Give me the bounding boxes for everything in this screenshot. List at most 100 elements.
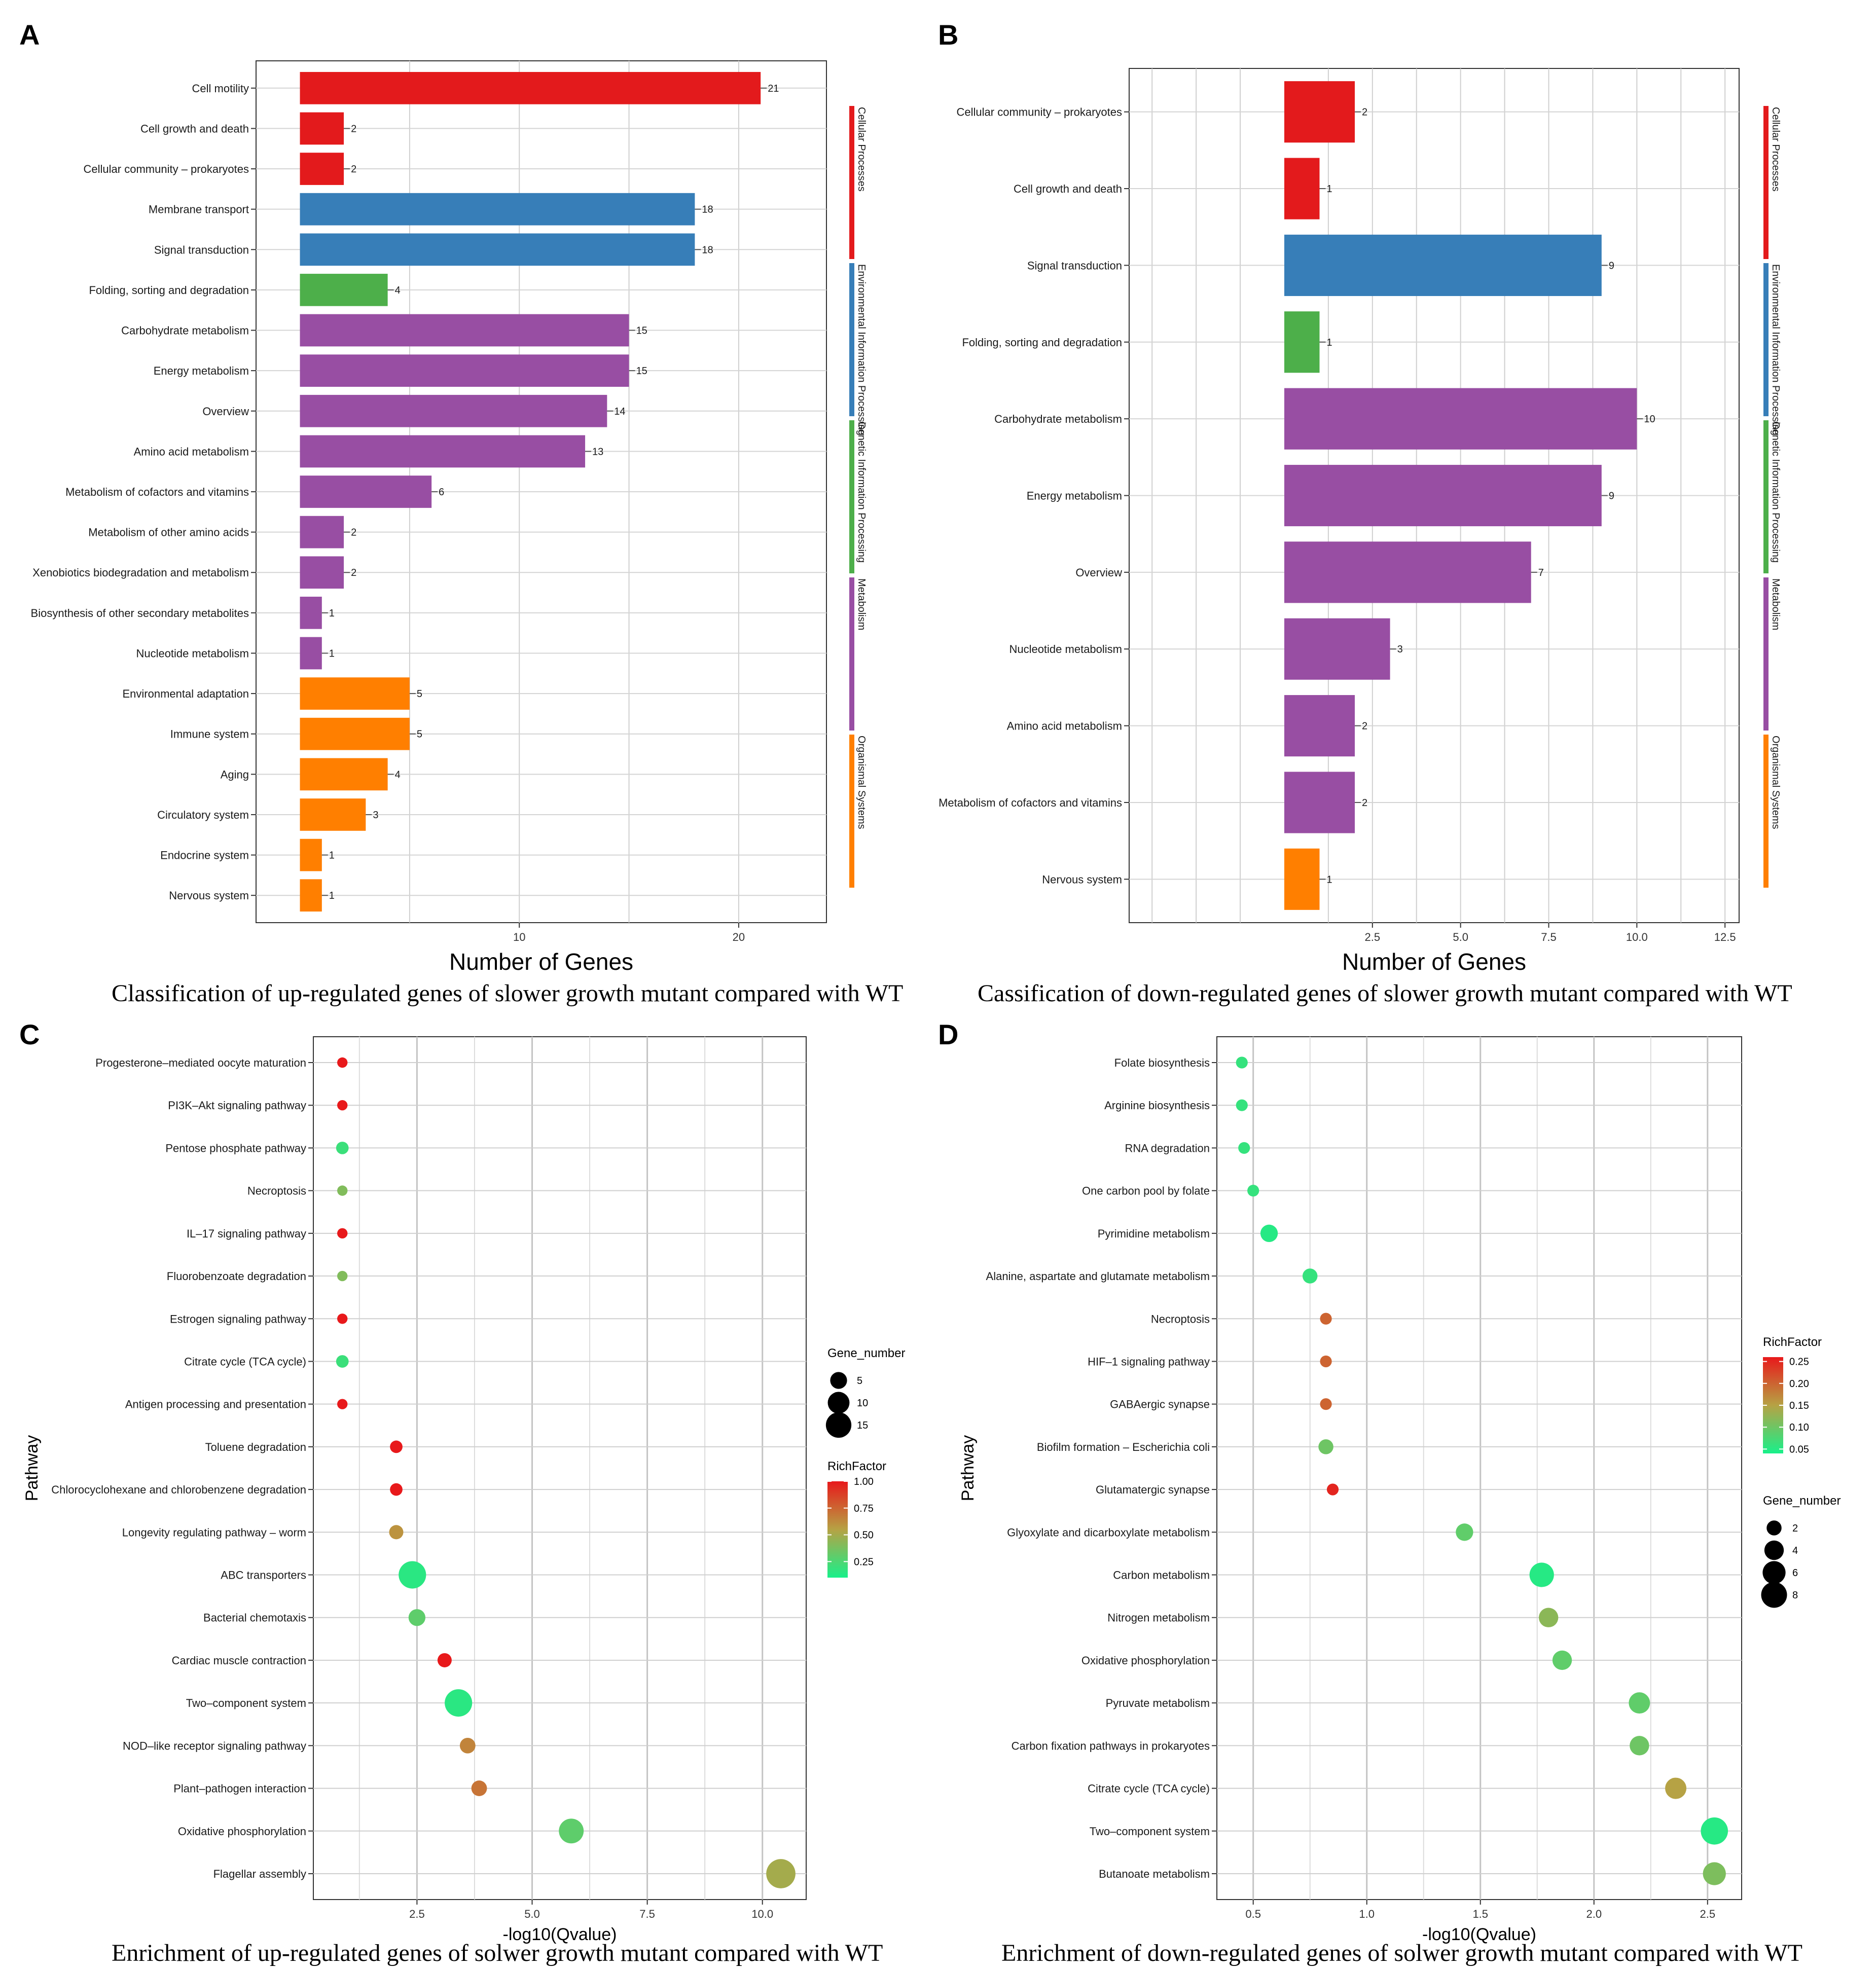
color-legend-label: 0.15 xyxy=(1789,1400,1809,1411)
bar-nucleotide-metabolism xyxy=(1284,618,1390,680)
plot-area xyxy=(1216,1036,1742,1900)
category-label: GABAergic synapse xyxy=(1110,1398,1210,1411)
group-label-metabolism: Metabolism xyxy=(1770,578,1781,630)
point-carbon-fixation-pathways-in-prokaryotes xyxy=(1630,1736,1649,1756)
bar-environmental-adaptation xyxy=(300,677,410,710)
value-label: 4 xyxy=(395,285,401,296)
group-strip-environmental-information-processing xyxy=(1763,263,1769,416)
x-axis-title: -log10(Qvalue) xyxy=(503,1925,617,1944)
value-label: 14 xyxy=(614,406,625,417)
category-label: Nervous system xyxy=(169,889,249,902)
bar-cellular-community-prokaryotes xyxy=(1284,81,1355,143)
x-tick-label: 2.5 xyxy=(1700,1908,1715,1920)
size-legend-label: 10 xyxy=(857,1398,868,1409)
value-label: 15 xyxy=(636,325,647,337)
group-label-environmental-information-processing: Environmental Information Processing xyxy=(1770,264,1781,435)
category-label: Nucleotide metabolism xyxy=(1009,643,1122,655)
category-label: Cell growth and death xyxy=(1014,183,1122,195)
category-label: Folate biosynthesis xyxy=(1114,1056,1210,1069)
bar-cellular-community-prokaryotes xyxy=(300,153,344,185)
group-strip-cellular-processes xyxy=(849,106,854,259)
point-gabaergic-synapse xyxy=(1320,1398,1332,1410)
x-tick-label: 1.5 xyxy=(1472,1908,1488,1920)
category-label: Metabolism of cofactors and vitamins xyxy=(939,796,1122,809)
bar-metabolism-of-other-amino-acids xyxy=(300,516,344,549)
category-label: Nitrogen metabolism xyxy=(1107,1612,1210,1624)
x-tick-label: 5.0 xyxy=(1453,931,1468,943)
color-legend-label: 0.25 xyxy=(1789,1357,1809,1368)
bar-overview xyxy=(1284,541,1531,603)
category-label: Glyoxylate and dicarboxylate metabolism xyxy=(1007,1526,1210,1539)
category-label: Chlorocyclohexane and chlorobenzene degr… xyxy=(51,1483,306,1496)
category-label: Signal transduction xyxy=(1027,259,1122,272)
size-legend-dot xyxy=(1766,1520,1782,1536)
point-arginine-biosynthesis xyxy=(1236,1099,1248,1111)
x-tick-label: 5.0 xyxy=(524,1908,540,1920)
size-legend-dot xyxy=(825,1412,852,1438)
value-label: 1 xyxy=(329,648,335,659)
point-oxidative-phosphorylation xyxy=(559,1818,584,1844)
category-label: Folding, sorting and degradation xyxy=(962,336,1122,349)
point-fluorobenzoate-degradation xyxy=(337,1270,348,1282)
bar-folding-sorting-and-degradation xyxy=(1284,311,1320,373)
point-antigen-processing-and-presentation xyxy=(337,1399,348,1409)
bar-carbohydrate-metabolism xyxy=(300,314,629,347)
size-legend-dot xyxy=(1761,1582,1787,1608)
category-label: Estrogen signaling pathway xyxy=(170,1312,306,1325)
size-legend-label: 2 xyxy=(1792,1523,1798,1534)
caption-a: Classification of up-regulated genes of … xyxy=(112,980,903,1007)
group-strip-genetic-information-processing xyxy=(1763,420,1769,573)
category-label: Toluene degradation xyxy=(205,1441,306,1453)
category-label: Two–component system xyxy=(186,1697,306,1709)
category-label: Pyrimidine metabolism xyxy=(1098,1227,1210,1240)
category-label: One carbon pool by folate xyxy=(1082,1185,1210,1197)
color-legend-label: 0.20 xyxy=(1789,1378,1809,1390)
group-strip-organismal-systems xyxy=(1763,735,1769,888)
x-axis-title: Number of Genes xyxy=(449,949,633,975)
category-label: Amino acid metabolism xyxy=(134,445,249,458)
category-label: Bacterial chemotaxis xyxy=(203,1612,306,1624)
group-label-genetic-information-processing: Genetic Information Processing xyxy=(856,421,867,563)
value-label: 3 xyxy=(1397,644,1403,655)
category-label: Glutamatergic synapse xyxy=(1096,1483,1210,1496)
bar-carbohydrate-metabolism xyxy=(1284,388,1637,450)
bar-amino-acid-metabolism xyxy=(1284,695,1355,757)
category-label: Antigen processing and presentation xyxy=(125,1398,306,1411)
size-legend-dot xyxy=(1762,1561,1786,1584)
group-strip-metabolism xyxy=(1763,577,1769,731)
value-label: 6 xyxy=(439,487,444,498)
bar-signal-transduction xyxy=(1284,234,1602,296)
category-label: Biofilm formation – Escherichia coli xyxy=(1037,1441,1210,1453)
x-tick-label: 12.5 xyxy=(1714,931,1736,943)
group-strip-metabolism xyxy=(849,577,854,731)
bar-cell-motility xyxy=(300,71,761,104)
category-label: Oxidative phosphorylation xyxy=(1081,1654,1210,1667)
point-necroptosis xyxy=(337,1185,348,1196)
color-legend-label: 0.25 xyxy=(854,1556,874,1567)
category-label: Biosynthesis of other secondary metaboli… xyxy=(31,607,249,619)
category-label: Citrate cycle (TCA cycle) xyxy=(1088,1782,1210,1795)
point-nitrogen-metabolism xyxy=(1538,1608,1559,1627)
group-label-metabolism: Metabolism xyxy=(856,578,867,630)
size-legend-dot xyxy=(1764,1540,1784,1560)
plot-area xyxy=(313,1036,807,1900)
category-label: Carbohydrate metabolism xyxy=(121,324,249,337)
value-label: 13 xyxy=(592,446,603,457)
value-label: 2 xyxy=(1362,721,1367,732)
bar-immune-system xyxy=(300,717,410,750)
category-label: Aging xyxy=(221,768,249,781)
value-label: 5 xyxy=(417,729,422,740)
point-necroptosis xyxy=(1320,1312,1332,1325)
category-label: Arginine biosynthesis xyxy=(1104,1099,1210,1112)
category-label: Xenobiotics biodegradation and metabolis… xyxy=(32,566,249,579)
point-estrogen-signaling-pathway xyxy=(337,1314,348,1324)
category-label: Metabolism of other amino acids xyxy=(88,526,249,539)
value-label: 2 xyxy=(351,164,356,175)
group-label-environmental-information-processing: Environmental Information Processing xyxy=(856,264,867,435)
size-legend-label: 4 xyxy=(1792,1545,1798,1556)
point-citrate-cycle-tca-cycle xyxy=(1665,1777,1687,1799)
x-tick-label: 7.5 xyxy=(639,1908,655,1920)
category-label: Carbon metabolism xyxy=(1113,1569,1210,1582)
size-legend-label: 8 xyxy=(1792,1590,1798,1601)
